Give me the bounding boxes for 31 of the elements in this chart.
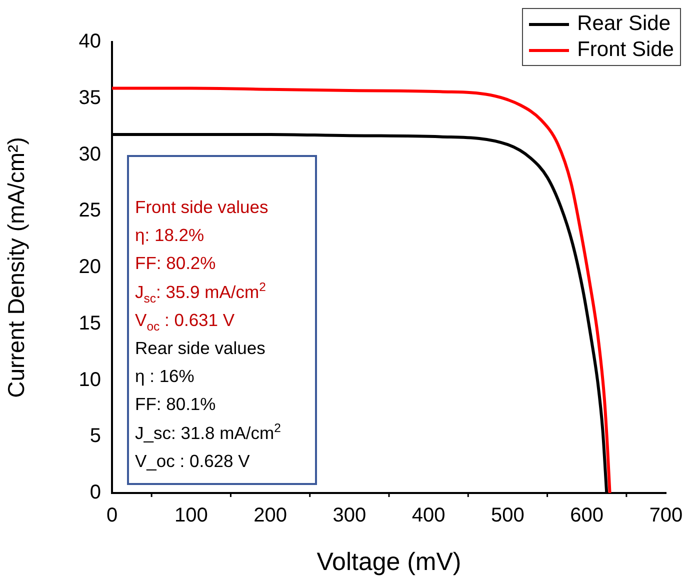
y-tick-label: 5 (90, 425, 101, 448)
y-tick-label: 10 (78, 368, 101, 391)
y-tick-label: 30 (78, 143, 101, 166)
annotation: Rear side values (135, 337, 266, 360)
annotation: η : 16% (135, 365, 196, 388)
annotation: J$_{sc}$: 35.9 mA/cm$^{2}$ (135, 278, 267, 306)
y-tick-label: 0 (90, 482, 101, 504)
legend-label: Front Side (577, 38, 674, 61)
y-tick-label: 25 (78, 200, 101, 222)
y-tick-label: 15 (78, 312, 101, 334)
x-tick-label: 0 (106, 504, 118, 527)
legend-label: Rear Side (577, 12, 670, 35)
annotation: Front side values (135, 196, 270, 219)
annotation: V$_{oc}$ : 0.631 V (135, 308, 236, 334)
y-tick-label: 35 (78, 86, 101, 109)
x-tick-label: 200 (254, 504, 287, 527)
y-axis-title: Current Density (mA/cm²) (3, 137, 30, 398)
y-tick-label: 20 (78, 256, 101, 278)
x-tick-label: 100 (174, 504, 208, 527)
x-tick-label: 600 (570, 504, 604, 527)
annotation: FF: 80.2% (135, 252, 217, 276)
x-tick-label: 400 (412, 504, 446, 527)
annotation: J_sc: 31.8 mA/cm$^{2}$ (135, 420, 282, 445)
annotation: η: 18.2% (135, 224, 206, 248)
x-tick-label: 300 (332, 504, 366, 527)
y-tick-label: 40 (78, 30, 101, 53)
x-tick-label: 500 (491, 504, 524, 527)
annotation: V_oc : 0.628 V (135, 450, 251, 473)
x-axis-title: Voltage (mV) (316, 548, 462, 576)
annotation: FF: 80.1% (135, 393, 217, 416)
x-tick-label: 700 (649, 504, 683, 527)
